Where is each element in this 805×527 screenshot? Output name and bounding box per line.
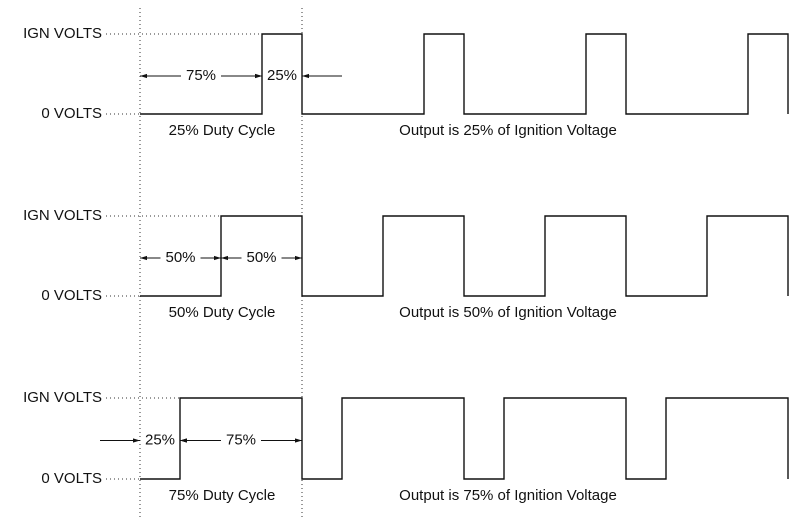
low-label: 0 VOLTS — [41, 287, 102, 304]
dimension-label: 75% — [226, 431, 256, 448]
high-label: IGN VOLTS — [23, 207, 102, 224]
dimension-label: 50% — [165, 249, 195, 266]
duty-caption: 25% Duty Cycle — [169, 122, 276, 139]
duty-caption: 50% Duty Cycle — [169, 304, 276, 321]
high-label: IGN VOLTS — [23, 25, 102, 42]
low-label: 0 VOLTS — [41, 105, 102, 122]
dimension-label: 25% — [145, 431, 175, 448]
dimension-label: 75% — [186, 67, 216, 84]
waveform — [140, 33, 789, 115]
output-caption: Output is 75% of Ignition Voltage — [399, 487, 617, 504]
high-label: IGN VOLTS — [23, 389, 102, 406]
dimension-label: 25% — [267, 67, 297, 84]
output-caption: Output is 25% of Ignition Voltage — [399, 122, 617, 139]
low-label: 0 VOLTS — [41, 470, 102, 487]
output-caption: Output is 50% of Ignition Voltage — [399, 304, 617, 321]
duty-caption: 75% Duty Cycle — [169, 487, 276, 504]
waveform — [140, 215, 789, 297]
waveform — [140, 397, 789, 480]
dimension-label: 50% — [246, 249, 276, 266]
